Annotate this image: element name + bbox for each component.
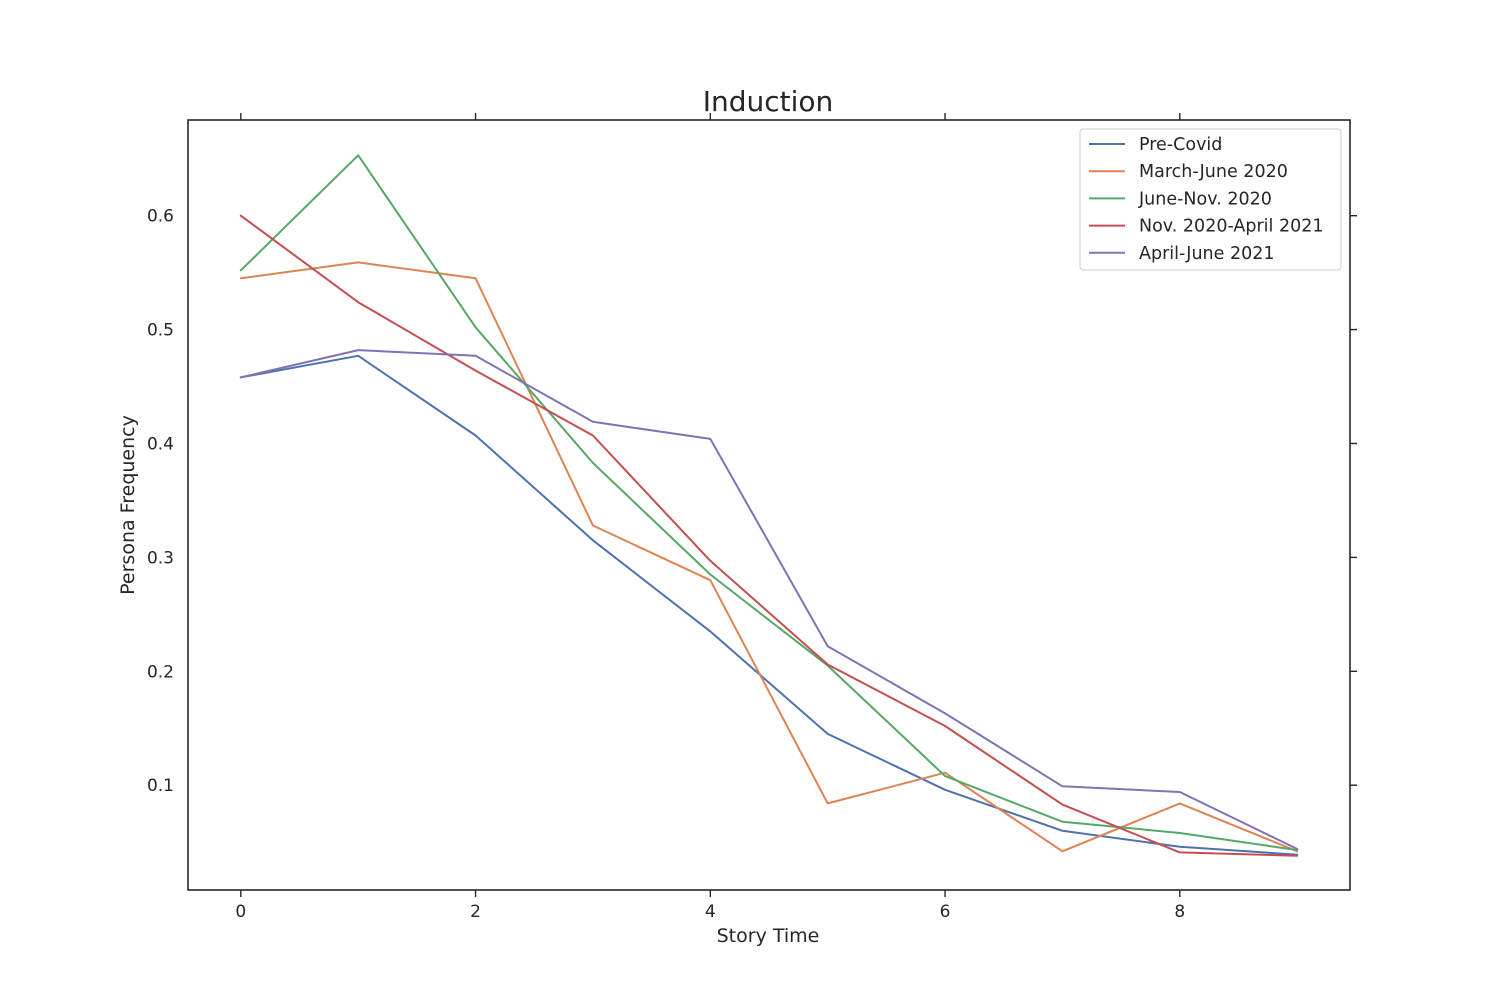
y-tick-label: 0.1 bbox=[147, 776, 174, 796]
legend-box bbox=[1079, 128, 1342, 271]
legend: Pre-Covid March-June 2020 June-Nov. 2020 No… bbox=[1079, 128, 1342, 271]
axis-ticks: 0 2 4 6 8 0.1 0.2 0.3 0.4 0.5 0.6 bbox=[147, 113, 1357, 922]
series-line-1 bbox=[239, 354, 1299, 856]
y-tick-label: 0.2 bbox=[147, 662, 174, 682]
series-line-2 bbox=[239, 261, 1299, 853]
chart-title: Induction bbox=[703, 85, 834, 118]
x-tick-label: 6 bbox=[940, 902, 951, 922]
legend-label: Pre-Covid bbox=[1139, 135, 1222, 155]
x-tick-label: 4 bbox=[705, 902, 716, 922]
legend-label: March-June 2020 bbox=[1139, 162, 1288, 182]
x-tick-label: 2 bbox=[470, 902, 481, 922]
y-tick-label: 0.4 bbox=[147, 434, 174, 454]
series-line-5 bbox=[239, 349, 1299, 850]
x-tick-label: 0 bbox=[235, 902, 246, 922]
y-tick-label: 0.5 bbox=[147, 321, 174, 341]
series-line-3 bbox=[239, 154, 1299, 852]
x-tick-label: 8 bbox=[1174, 902, 1185, 922]
legend-label: Nov. 2020-April 2021 bbox=[1139, 217, 1324, 237]
y-tick-label: 0.3 bbox=[147, 548, 174, 568]
series-line-4 bbox=[239, 214, 1299, 857]
legend-items: Pre-Covid March-June 2020 June-Nov. 2020 No… bbox=[1089, 135, 1324, 264]
y-tick-label: 0.6 bbox=[147, 207, 174, 227]
legend-label: April-June 2021 bbox=[1139, 244, 1275, 264]
x-axis-label: Story Time bbox=[717, 925, 820, 947]
legend-label: June-Nov. 2020 bbox=[1138, 189, 1272, 209]
plot-frame bbox=[187, 119, 1351, 891]
y-axis-label: Persona Frequency bbox=[117, 415, 139, 595]
series-lines bbox=[239, 154, 1299, 857]
